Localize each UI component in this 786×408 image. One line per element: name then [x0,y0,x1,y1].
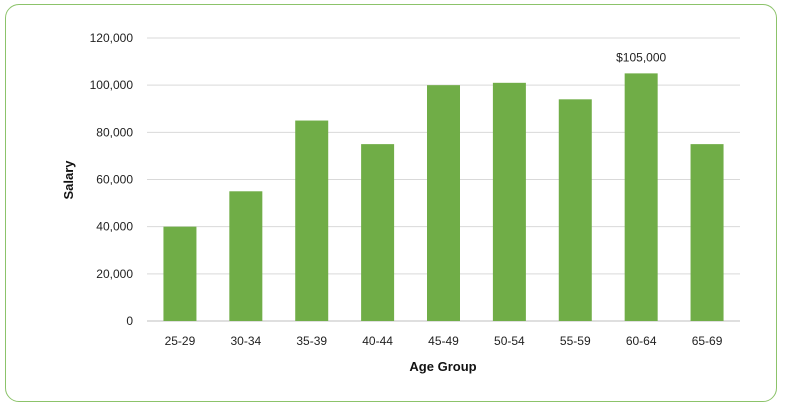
x-tick-label: 25-29 [165,334,196,348]
bar-40-44 [361,144,395,321]
x-tick-label: 30-34 [230,334,261,348]
bar-30-34 [229,191,263,321]
x-tick-label: 55-59 [560,334,591,348]
data-label: $105,000 [616,50,666,64]
data-labels: $105,000 [616,50,666,64]
y-axis-title: Salary [61,160,76,200]
bar-25-29 [163,226,197,321]
x-tick-label: 60-64 [626,334,657,348]
x-axis-ticks: 25-29 30-34 35-39 40-44 45-49 50-54 55-59 60-64… [165,334,723,348]
bar-50-54 [492,82,526,321]
y-tick-label: 80,000 [96,125,133,139]
bar-55-59 [558,99,592,321]
y-tick-label: 0 [126,314,133,328]
y-tick-label: 120,000 [90,31,134,45]
bar-35-39 [295,120,329,322]
bar-45-49 [427,85,460,322]
y-tick-label: 20,000 [96,267,133,281]
y-tick-label: 60,000 [96,173,133,187]
x-tick-label: 40-44 [362,334,393,348]
bar-60-64 [624,73,658,321]
x-tick-label: 35-39 [296,334,327,348]
x-tick-label: 45-49 [428,334,459,348]
x-tick-label: 50-54 [494,334,525,348]
y-tick-label: 100,000 [90,78,134,92]
x-tick-label: 65-69 [692,334,723,348]
y-axis-ticks: 0 20,000 40,000 60,000 80,000 100,000 120,000 [90,31,134,328]
bar-65-69 [690,144,724,321]
bars [163,73,724,322]
x-axis-title: Age Group [409,359,476,374]
y-tick-label: 40,000 [96,220,133,234]
